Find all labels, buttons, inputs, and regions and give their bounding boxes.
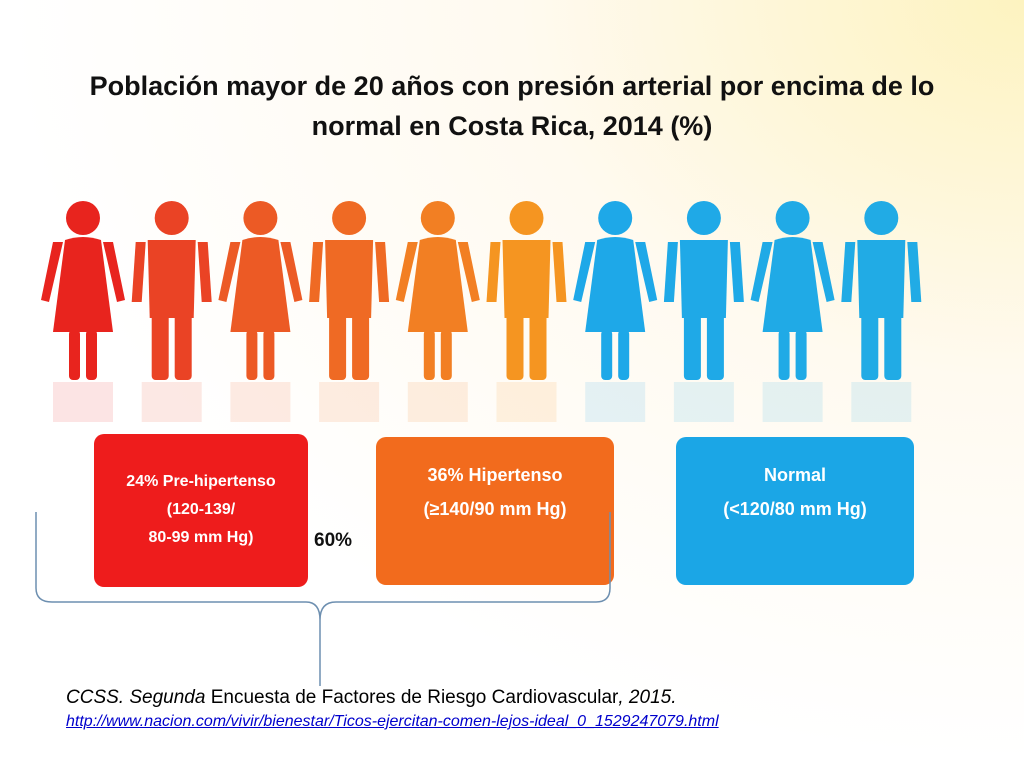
source-year: , 2015. [618,687,677,708]
hypertensive-range: (≥140/90 mm Hg) [423,499,567,519]
figure-reflection [762,382,823,422]
man-figure-icon [309,201,390,380]
man-figure-icon [131,201,212,380]
source-italic: Segunda [129,687,206,708]
source-link[interactable]: http://www.nacion.com/vivir/bienestar/Ti… [66,713,719,730]
figure-reflection [496,382,557,422]
source-prefix: CCSS. [66,687,130,708]
man-figure-icon [841,201,922,380]
hypertensive-box: 36% Hipertenso (≥140/90 mm Hg) [376,437,614,585]
figure-reflection [851,382,912,422]
normal-range: (<120/80 mm Hg) [723,499,867,519]
woman-figure-icon [395,201,480,380]
normal-box: Normal (<120/80 mm Hg) [676,437,914,585]
figure-reflection [141,382,202,422]
source-title: Encuesta de Factores de Riesgo Cardiovas… [205,687,619,708]
figure-reflection [319,382,380,422]
source-citation: CCSS. Segunda Encuesta de Factores de Ri… [66,686,676,710]
woman-figure-icon [41,201,125,380]
man-figure-icon [486,201,567,380]
prehypertensive-label: 24% Pre-hipertenso [126,473,276,490]
figure-reflection [407,382,468,422]
figure-reflection [585,382,646,422]
figure-reflection [673,382,734,422]
hypertensive-label: 36% Hipertenso [427,465,563,485]
woman-figure-icon [573,201,658,380]
man-figure-icon [663,201,744,380]
figure-reflection [230,382,291,422]
woman-figure-icon [218,201,303,380]
figure-reflection [53,382,113,422]
prehypertensive-range-2: 80-99 mm Hg) [148,529,254,546]
total-percentage: 60% [314,530,353,551]
people-pictogram [41,201,922,422]
woman-figure-icon [750,201,835,380]
prehypertensive-range-1: (120-139/ [166,501,236,518]
chart-title: Población mayor de 20 años con presión a… [89,71,935,141]
prehypertensive-box: 24% Pre-hipertenso (120-139/ 80-99 mm Hg… [94,434,308,587]
normal-label: Normal [763,465,826,485]
